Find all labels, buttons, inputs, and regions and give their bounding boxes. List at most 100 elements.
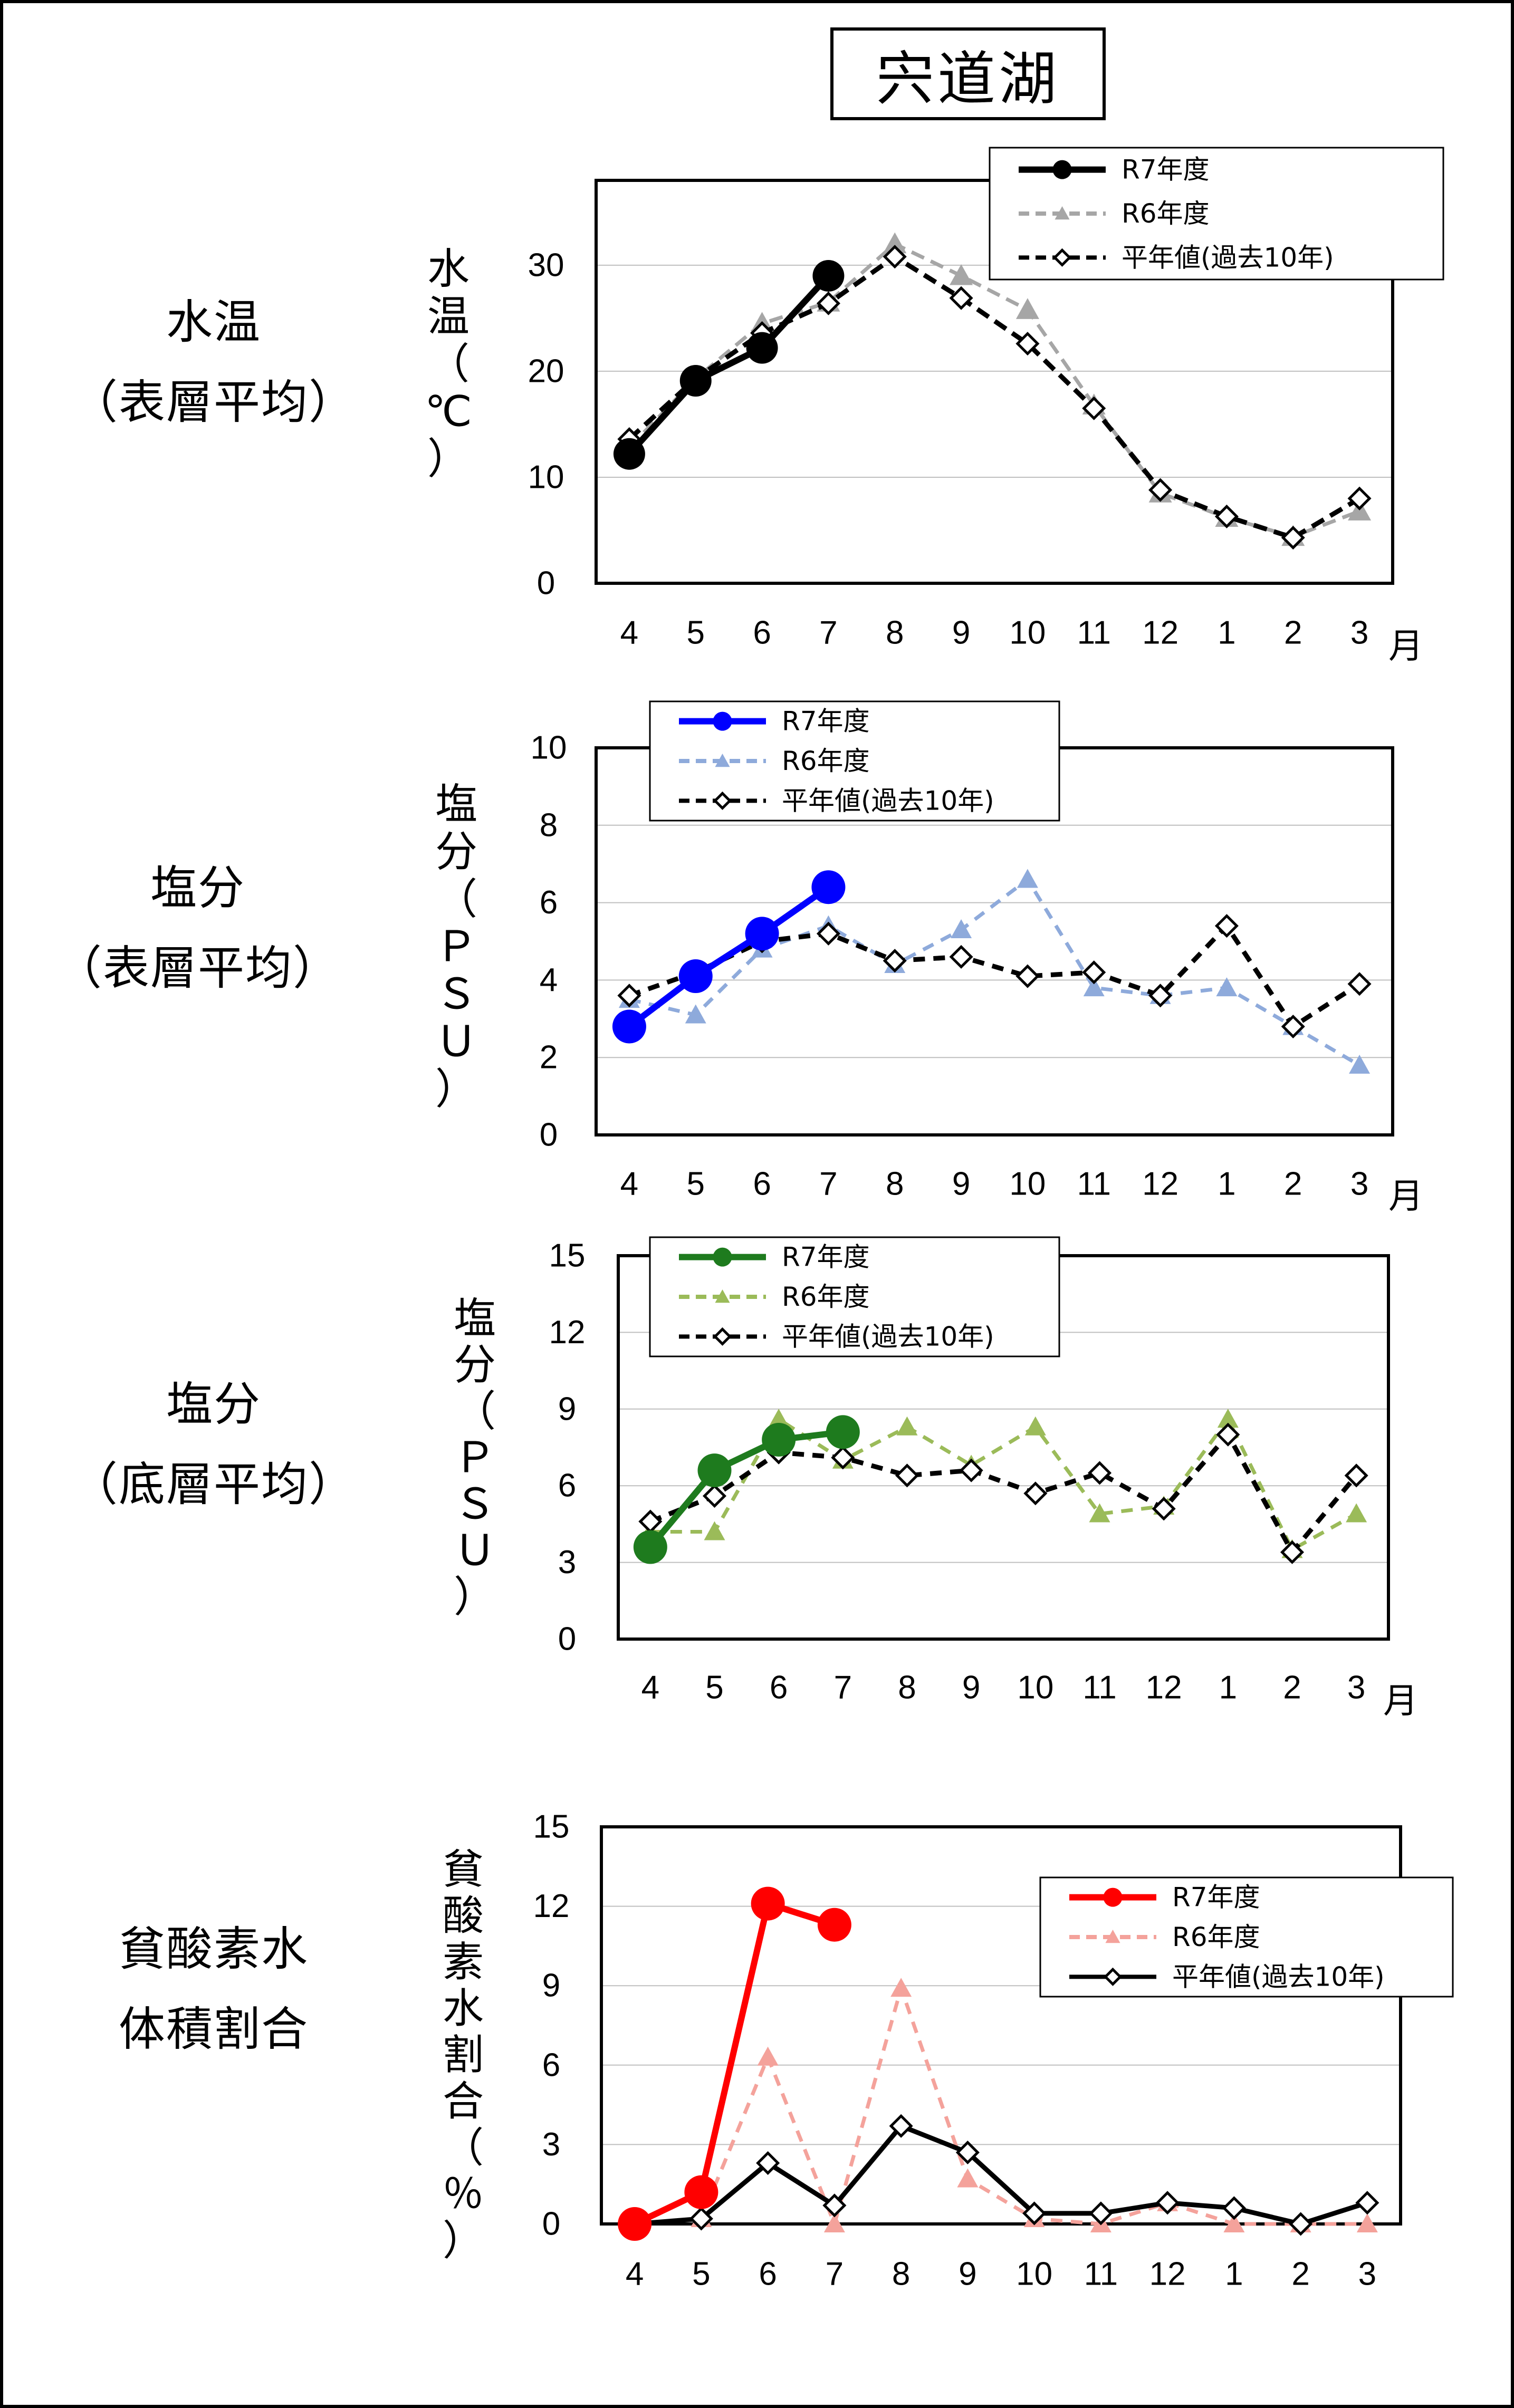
data-point xyxy=(756,2151,780,2175)
data-point xyxy=(951,919,972,938)
x-tick-label: 4 xyxy=(620,615,638,651)
y-tick-label: 2 xyxy=(540,1039,558,1076)
y-axis-label-char: 割 xyxy=(443,2031,484,2079)
data-point xyxy=(1024,1416,1046,1436)
x-tick-labels: 4 5 6 7 8 9 10 11 12 1 2 3 xyxy=(620,1166,1369,1202)
data-point xyxy=(1289,2212,1313,2236)
section-label-line2: （表層平均） xyxy=(55,941,340,995)
legend-label: R7年度 xyxy=(1122,155,1210,185)
y-axis-label-char: （ xyxy=(454,1387,496,1436)
x-tick-label: 1 xyxy=(1218,615,1235,651)
data-point xyxy=(950,264,973,285)
data-point xyxy=(689,2207,713,2231)
y-axis-label-char: （ xyxy=(443,2124,484,2172)
x-tick-label: 7 xyxy=(834,1670,852,1706)
series-line xyxy=(634,2123,1368,2227)
y-tick-label: 10 xyxy=(528,459,564,495)
x-tick-label: 3 xyxy=(1350,615,1368,651)
x-tick-label: 8 xyxy=(892,2256,910,2293)
x-tick-label: 2 xyxy=(1284,615,1302,651)
y-axis-label-char: ） xyxy=(435,1065,477,1114)
data-point xyxy=(1015,964,1040,988)
x-tick-label: 8 xyxy=(886,1166,904,1202)
data-point xyxy=(762,1422,796,1457)
section-label-salinity-surface: 塩分 （表層平均） xyxy=(0,848,398,1008)
section-label-line1: 水温 xyxy=(166,295,261,349)
data-point xyxy=(812,259,845,292)
y-axis-label-char: 温 xyxy=(427,292,469,341)
y-tick-labels: 0 2 4 6 8 10 xyxy=(531,730,567,1153)
data-point xyxy=(1103,1887,1123,1907)
legend-label: R6年度 xyxy=(1122,198,1210,229)
data-point xyxy=(1052,248,1072,267)
y-axis-label-char: ） xyxy=(454,1573,496,1622)
y-axis-label-char: （ xyxy=(427,340,469,389)
data-point xyxy=(1346,1503,1367,1523)
data-point xyxy=(883,232,907,254)
data-point xyxy=(1355,2191,1379,2215)
data-point xyxy=(1216,1422,1240,1447)
data-point xyxy=(746,332,778,364)
data-point xyxy=(633,1530,667,1564)
legend-label: R7年度 xyxy=(1172,1882,1260,1913)
y-tick-label: 6 xyxy=(558,1468,576,1504)
x-tick-label: 11 xyxy=(1077,615,1111,651)
y-tick-labels: 0 10 20 30 xyxy=(528,247,564,601)
data-point xyxy=(896,1416,918,1436)
y-tick-label: 0 xyxy=(540,1117,558,1153)
y-axis-label: 塩分（ＰＳＵ） xyxy=(454,1294,496,1622)
x-tick-label: 4 xyxy=(620,1166,638,1202)
data-point xyxy=(883,949,907,973)
y-axis-label-char: 素 xyxy=(443,1939,484,1986)
data-point xyxy=(1103,1967,1123,1986)
data-point xyxy=(1105,1930,1120,1943)
y-axis-label-char: ℃ xyxy=(425,387,472,436)
legend-label: 平年値(過去10年) xyxy=(1122,242,1334,273)
x-tick-label: 3 xyxy=(1347,1670,1365,1706)
y-axis-label-char: Ｐ xyxy=(435,922,477,971)
data-point xyxy=(684,2175,718,2209)
y-tick-label: 0 xyxy=(558,1621,576,1658)
data-point xyxy=(702,1484,727,1508)
y-axis-label-char: 水 xyxy=(427,245,469,294)
data-point xyxy=(826,1415,860,1449)
data-point xyxy=(1214,914,1239,938)
data-point xyxy=(1148,984,1173,1008)
x-tick-label: 2 xyxy=(1284,1166,1302,1202)
x-tick-label: 12 xyxy=(1149,2256,1186,2293)
data-point xyxy=(715,754,730,767)
x-tick-label: 12 xyxy=(1142,1166,1178,1202)
data-point xyxy=(1089,2201,1113,2226)
series-1 xyxy=(618,1886,851,2241)
legend-label: 平年値(過去10年) xyxy=(782,785,994,816)
data-point xyxy=(1223,2213,1245,2232)
series-line xyxy=(634,1986,1367,2226)
data-point xyxy=(1022,2201,1047,2226)
y-axis-label-char: 塩 xyxy=(454,1294,496,1343)
y-axis-label-char: 貧 xyxy=(443,1846,484,1893)
y-tick-label: 8 xyxy=(540,807,558,843)
plot-border xyxy=(600,1825,1402,2226)
data-point xyxy=(1347,972,1372,996)
x-tick-label: 10 xyxy=(1016,2256,1052,2293)
x-tick-label: 8 xyxy=(886,615,904,651)
section-label-line2: （表層平均） xyxy=(71,375,356,429)
data-point xyxy=(713,1247,732,1267)
x-tick-label: 4 xyxy=(641,1670,659,1706)
data-point xyxy=(1152,1497,1176,1521)
y-tick-label: 12 xyxy=(549,1314,586,1351)
data-point xyxy=(1052,160,1072,179)
data-point xyxy=(697,1453,732,1488)
data-point xyxy=(715,1289,730,1303)
series-1 xyxy=(612,870,846,1044)
y-tick-label: 10 xyxy=(531,730,567,766)
y-tick-label: 9 xyxy=(558,1391,576,1427)
x-tick-label: 4 xyxy=(626,2256,644,2293)
y-tick-label: 6 xyxy=(540,884,558,921)
x-tick-label: 10 xyxy=(1009,615,1046,651)
x-tick-label: 3 xyxy=(1350,1166,1368,1202)
